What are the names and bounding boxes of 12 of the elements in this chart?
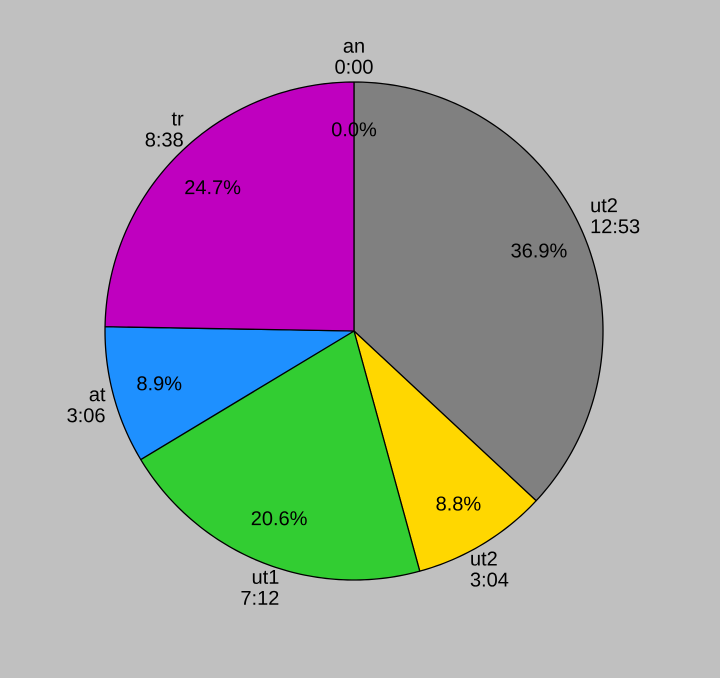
slice-label: ut1 7:12 bbox=[241, 570, 278, 605]
slice-label: ut2 12:53 bbox=[591, 198, 640, 234]
data-label: 8.8% bbox=[436, 496, 480, 511]
data-label: 20.6% bbox=[252, 511, 307, 526]
data-label: 36.9% bbox=[511, 243, 567, 258]
data-label: 8.9% bbox=[137, 376, 182, 390]
data-label: 24.7% bbox=[185, 180, 240, 194]
slice-label: tr 8:38 bbox=[146, 112, 184, 147]
text: 0.0% bbox=[332, 122, 376, 136]
slice-label: at 3:06 bbox=[67, 388, 106, 422]
slice-label: ut2 3:04 bbox=[470, 552, 508, 587]
category-label: an 0:00 bbox=[335, 42, 373, 74]
